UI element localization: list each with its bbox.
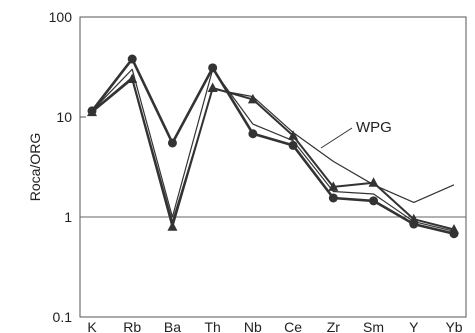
data-point-triangle [167, 221, 178, 231]
x-tick-label: Rb [123, 319, 141, 333]
series-line [90, 57, 455, 235]
data-point-circle [167, 138, 177, 148]
y-axis-title: Roca/ORG [27, 133, 43, 201]
data-point-triangle [87, 106, 97, 117]
data-point-triangle [207, 82, 218, 92]
data-point-triangle [408, 213, 419, 224]
y-tick-label: 10 [56, 109, 72, 125]
data-point-triangle [247, 93, 258, 104]
data-point-circle [127, 54, 137, 64]
x-tick-label: Y [409, 319, 419, 333]
plot-frame [79, 16, 467, 318]
series-line [91, 68, 455, 232]
x-tick-label: Ce [284, 319, 302, 333]
series-line [91, 76, 455, 223]
wpg-annotation: WPG [356, 119, 392, 136]
data-point-circle [328, 193, 338, 203]
x-tick-label: Sm [363, 319, 384, 333]
data-point-circle [208, 63, 218, 73]
x-tick-label: Th [204, 319, 220, 333]
data-point-triangle [288, 130, 299, 140]
y-tick-label: 100 [49, 9, 73, 25]
x-tick-label: Ba [164, 319, 181, 333]
series-line [91, 78, 455, 231]
x-tick-label: Zr [327, 319, 341, 333]
y-tick-label: 0.1 [53, 309, 73, 325]
x-tick-label: Yb [445, 319, 462, 333]
data-point-circle [369, 196, 379, 206]
data-point-triangle [368, 177, 379, 187]
x-tick-label: Nb [244, 319, 262, 333]
y-tick-label: 1 [64, 209, 72, 225]
x-tick-label: K [87, 319, 97, 333]
data-point-circle [248, 129, 258, 139]
wpg-annotation-leader [320, 127, 353, 149]
